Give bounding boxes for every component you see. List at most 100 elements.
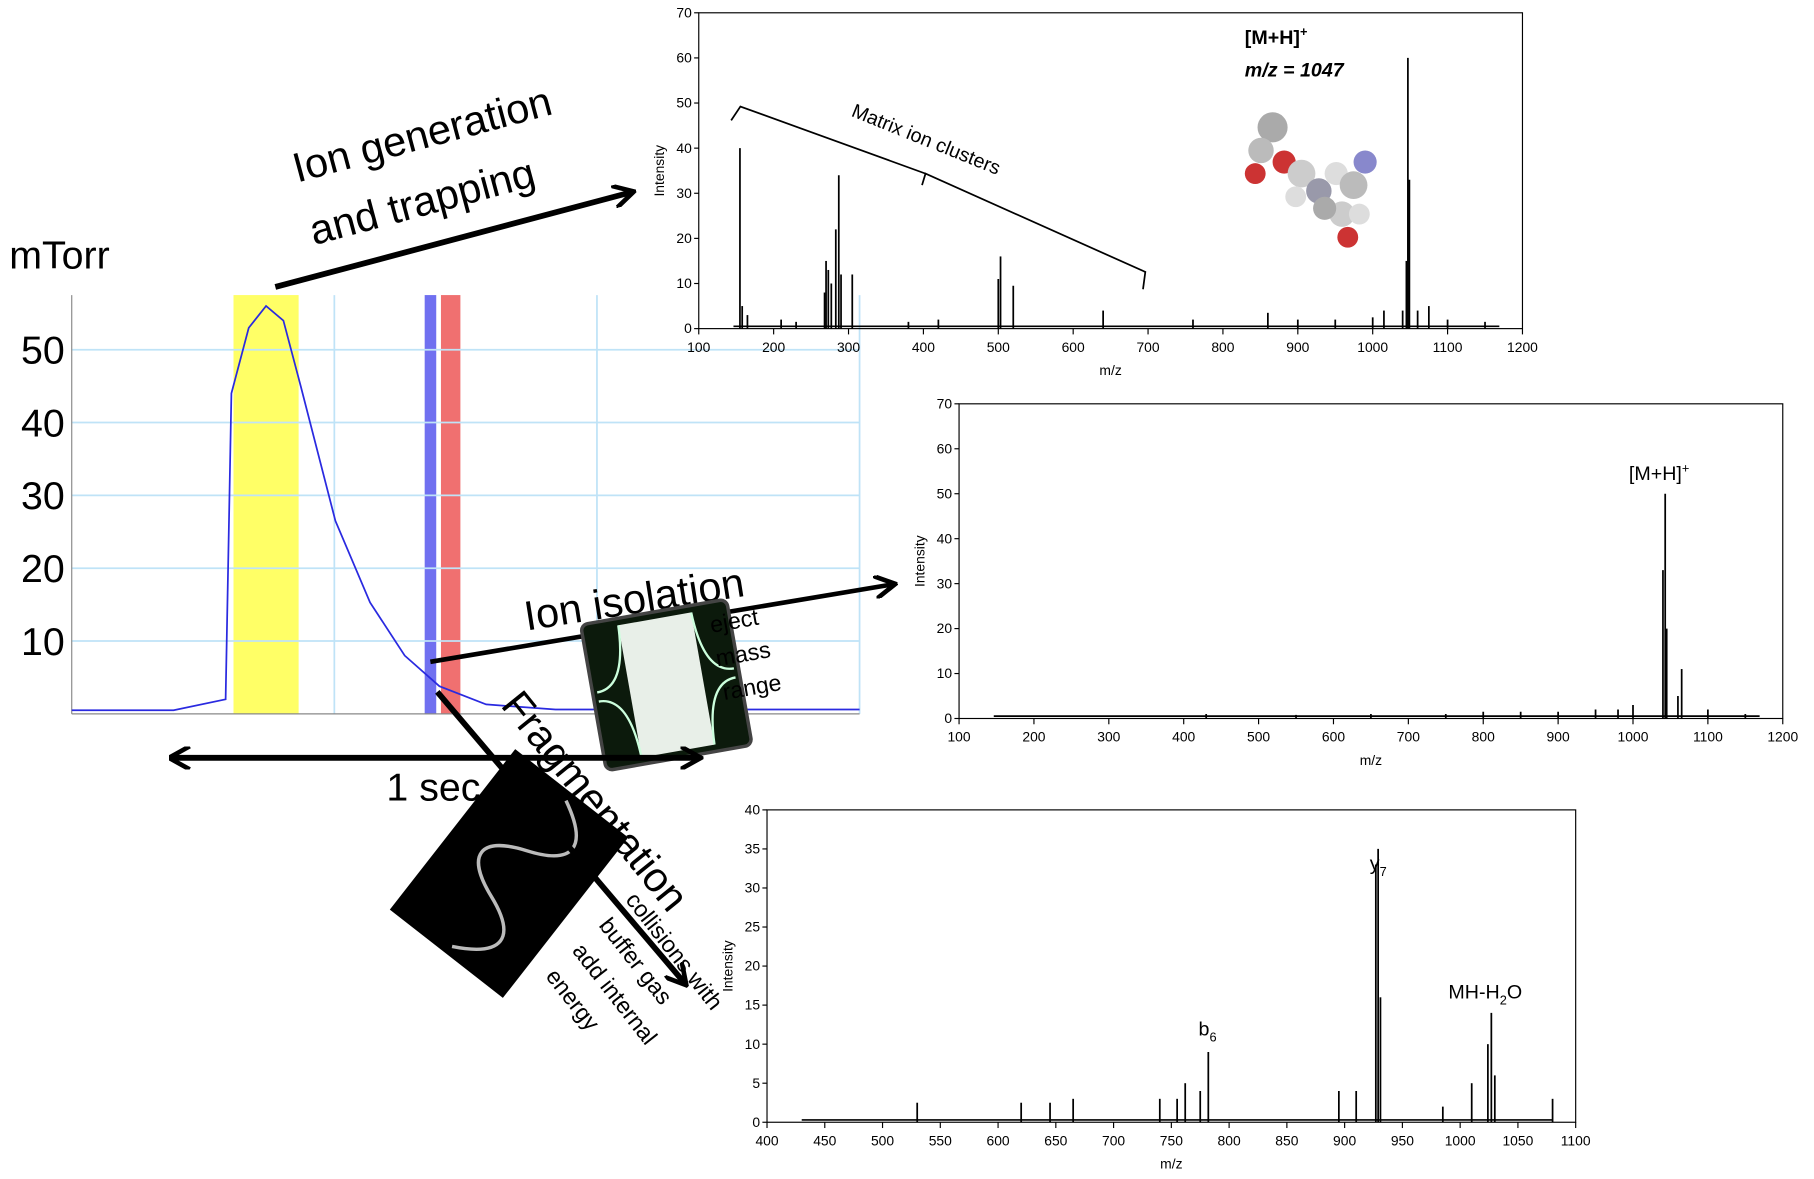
y-tick-label: 35 (745, 841, 761, 857)
x-axis-label: m/z (1160, 1156, 1182, 1172)
x-tick-label: 800 (1472, 729, 1495, 745)
x-tick-label: 900 (1286, 339, 1309, 355)
subscript: 6 (1209, 1029, 1216, 1044)
y-tick-label: 0 (752, 1114, 760, 1130)
y-axis-label: mTorr (9, 233, 110, 277)
y-tick-label: 0 (944, 710, 952, 726)
y-axis-label: Intensity (651, 145, 667, 197)
subscript: 2 (1500, 992, 1507, 1007)
x-tick-label: 200 (1022, 729, 1045, 745)
x-tick-label: 400 (755, 1132, 778, 1148)
x-axis-label: m/z (1099, 362, 1121, 378)
bracket (730, 105, 1147, 290)
x-tick-label: 1100 (1693, 729, 1723, 745)
x-tick-label: 400 (1172, 729, 1195, 745)
annotation: y7 (1370, 853, 1387, 879)
y-tick-label: 40 (937, 530, 953, 546)
x-tick-label: 1100 (1561, 1132, 1591, 1148)
superscript: + (1300, 24, 1307, 39)
y-tick-label: 30 (745, 880, 761, 896)
pressure-line (71, 304, 860, 712)
x-tick-label: 500 (987, 339, 1010, 355)
y-tick-label: 40 (745, 802, 761, 818)
annotation: [M+H]+ (1629, 460, 1689, 485)
y-tick-label: 10 (21, 620, 65, 664)
x-tick-label: 300 (837, 339, 860, 355)
x-tick-label: 1000 (1357, 339, 1388, 355)
x-tick-label: 800 (1218, 1132, 1241, 1148)
y-tick-label: 5 (752, 1075, 760, 1091)
annotation: b6 (1199, 1018, 1217, 1044)
annotation-text: y (1370, 853, 1380, 875)
y-tick-label: 40 (676, 140, 692, 156)
y-tick-label: 20 (745, 958, 761, 974)
y-tick-label: 20 (937, 620, 953, 636)
plot-frame (958, 403, 1784, 720)
x-tick-label: 600 (1062, 339, 1085, 355)
time-band (424, 295, 437, 714)
arrow (274, 192, 631, 290)
x-tick-label: 300 (1097, 729, 1120, 745)
y-tick-label: 30 (937, 575, 953, 591)
x-tick-label: 600 (1322, 729, 1345, 745)
annotation-text: m/z = 1047 (1245, 59, 1345, 81)
y-tick-label: 60 (937, 440, 953, 456)
x-tick-label: 100 (947, 729, 970, 745)
annotation-text: b (1199, 1018, 1210, 1040)
x-tick-label: 100 (687, 339, 710, 355)
x-tick-label: 1200 (1507, 339, 1538, 355)
y-tick-label: 50 (21, 329, 65, 373)
time-band (440, 295, 461, 714)
x-tick-label: 550 (929, 1132, 952, 1148)
x-tick-label: 700 (1102, 1132, 1125, 1148)
x-tick-label: 700 (1136, 339, 1159, 355)
x-tick-label: 450 (813, 1132, 836, 1148)
y-tick-label: 20 (676, 230, 692, 246)
x-tick-label: 800 (1211, 339, 1234, 355)
y-tick-label: 70 (937, 395, 953, 411)
y-tick-label: 50 (676, 95, 692, 111)
y-tick-label: 15 (745, 997, 761, 1013)
x-axis-label: m/z (1360, 752, 1382, 768)
y-tick-label: 40 (21, 401, 65, 445)
annotation-text: O (1507, 981, 1522, 1003)
x-tick-label: 500 (871, 1132, 894, 1148)
plot-frame (766, 809, 1577, 1123)
y-tick-label: 30 (676, 185, 692, 201)
x-tick-label: 1100 (1433, 339, 1463, 355)
annotation: MH-H2O (1448, 981, 1522, 1007)
molecule (1244, 112, 1377, 248)
x-tick-label: 950 (1391, 1132, 1414, 1148)
time-band (233, 295, 299, 714)
x-tick-label: 650 (1044, 1132, 1067, 1148)
y-tick-label: 25 (745, 919, 761, 935)
superscript: + (1682, 460, 1689, 475)
x-tick-label: 400 (912, 339, 935, 355)
y-tick-label: 60 (676, 50, 692, 66)
x-tick-label: 600 (986, 1132, 1009, 1148)
arrow (435, 690, 685, 984)
y-tick-label: 70 (676, 4, 692, 20)
y-tick-label: 50 (937, 485, 953, 501)
annotation-text: Matrix ion clusters (848, 100, 1003, 180)
x-tick-label: 1050 (1502, 1132, 1533, 1148)
y-tick-label: 20 (21, 547, 65, 591)
y-axis-label: Intensity (911, 535, 927, 587)
annotation-text: MH-H (1448, 981, 1499, 1003)
annotation: Matrix ion clusters (848, 100, 1003, 180)
label: 1 sec (386, 766, 480, 810)
x-tick-label: 1000 (1445, 1132, 1476, 1148)
x-tick-label: 900 (1333, 1132, 1356, 1148)
plot-frame (698, 12, 1524, 330)
waveform-box (579, 598, 753, 772)
annotation-text: [M+H] (1629, 463, 1682, 485)
x-tick-label: 200 (762, 339, 785, 355)
x-tick-label: 900 (1547, 729, 1570, 745)
subscript: 7 (1380, 864, 1387, 879)
y-axis-label: Intensity (719, 940, 735, 992)
y-tick-label: 30 (21, 474, 65, 518)
x-tick-label: 1200 (1767, 729, 1798, 745)
